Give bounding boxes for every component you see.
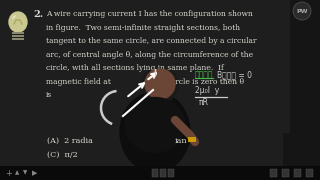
Bar: [294, 169, 301, 177]
Text: arc, of central angle θ, along the circumference of the: arc, of central angle θ, along the circu…: [46, 51, 253, 58]
Text: 2.: 2.: [33, 10, 43, 19]
Bar: [12, 37, 24, 40]
FancyBboxPatch shape: [283, 133, 317, 172]
Text: is: is: [46, 91, 52, 99]
Text: tangent to the same circle, are connected by a circular: tangent to the same circle, are connecte…: [46, 37, 257, 45]
Text: PW: PW: [296, 8, 308, 14]
Text: ▼: ▼: [23, 170, 27, 175]
Text: +: +: [5, 168, 12, 177]
Text: A wire carrying current I has the configuration shown: A wire carrying current I has the config…: [46, 10, 253, 18]
Bar: [12, 31, 24, 34]
Text: ▲: ▲: [15, 170, 19, 175]
Text: (A)  2 radia: (A) 2 radia: [47, 137, 93, 145]
Text: जैसे: जैसे: [195, 70, 213, 79]
Bar: [152, 169, 158, 177]
Text: ian: ian: [175, 137, 188, 145]
Bar: [282, 169, 289, 177]
Bar: [160, 169, 166, 177]
Text: magnetic field at              of the circle is zero then θ: magnetic field at of the circle is zero …: [46, 78, 244, 86]
Text: in figure.  Two semi-infinite straight sections, both: in figure. Two semi-infinite straight se…: [46, 24, 240, 32]
Ellipse shape: [9, 12, 27, 32]
Bar: [306, 169, 313, 177]
Bar: [188, 137, 196, 142]
Circle shape: [142, 67, 178, 103]
Ellipse shape: [125, 98, 185, 152]
Ellipse shape: [120, 92, 190, 172]
Bar: [168, 169, 174, 177]
Text: Bनेट = 0: Bनेट = 0: [217, 70, 252, 79]
Circle shape: [293, 2, 311, 20]
Text: circle, with all sections lying in same plane.  If: circle, with all sections lying in same …: [46, 64, 224, 72]
Text: (C)  π/2: (C) π/2: [47, 151, 78, 159]
Text: ▶: ▶: [32, 170, 37, 176]
Text: πR: πR: [199, 98, 209, 107]
Text: I: I: [153, 69, 156, 78]
Bar: [290, 0, 320, 180]
Circle shape: [145, 69, 175, 99]
Bar: [270, 169, 277, 177]
Bar: [0, 166, 320, 180]
Text: 2μ₀I  y: 2μ₀I y: [195, 86, 219, 95]
Bar: [12, 35, 24, 37]
